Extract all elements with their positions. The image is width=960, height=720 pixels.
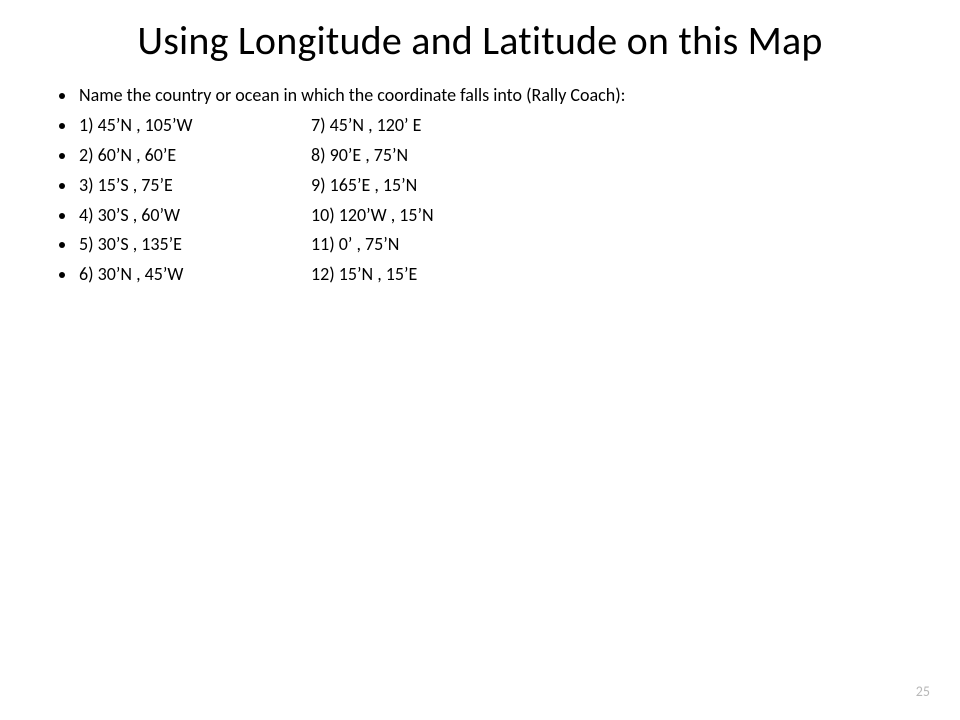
coord-left: 1) 45’N , 105’W [79,112,311,140]
intro-text: Name the country or ocean in which the c… [79,84,625,106]
bullet-list: Name the country or ocean in which the c… [55,82,905,289]
list-item: 4) 30’S , 60’W10) 120’W , 15’N [77,202,905,230]
list-item: 2) 60’N , 60’E8) 90’E , 75’N [77,142,905,170]
list-item: 3) 15’S , 75’E9) 165’E , 15’N [77,172,905,200]
coord-right: 7) 45’N , 120’ E [311,112,421,140]
coord-right: 11) 0’ , 75’N [311,231,399,259]
slide-title: Using Longitude and Latitude on this Map [55,18,905,64]
coord-left: 6) 30’N , 45’W [79,261,311,289]
list-item: Name the country or ocean in which the c… [77,82,905,110]
coord-right: 12) 15’N , 15’E [311,261,417,289]
coord-left: 5) 30’S , 135’E [79,231,311,259]
list-item: 1) 45’N , 105’W7) 45’N , 120’ E [77,112,905,140]
list-item: 6) 30’N , 45’W12) 15’N , 15’E [77,261,905,289]
coord-right: 8) 90’E , 75’N [311,142,408,170]
coord-right: 9) 165’E , 15’N [311,172,417,200]
page-number: 25 [916,683,930,700]
coord-left: 4) 30’S , 60’W [79,202,311,230]
coord-left: 2) 60’N , 60’E [79,142,311,170]
coord-right: 10) 120’W , 15’N [311,202,434,230]
list-item: 5) 30’S , 135’E11) 0’ , 75’N [77,231,905,259]
slide: Using Longitude and Latitude on this Map… [0,0,960,720]
coord-left: 3) 15’S , 75’E [79,172,311,200]
